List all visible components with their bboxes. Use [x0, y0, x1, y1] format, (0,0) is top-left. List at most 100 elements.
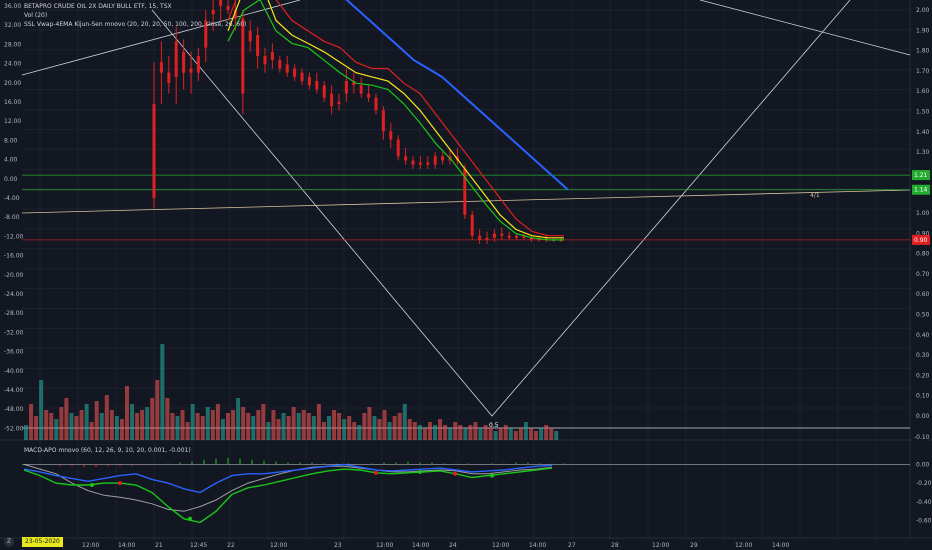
- time-axis-label: 12:45: [190, 542, 207, 549]
- candle-body: [293, 68, 297, 77]
- volume-bar: [544, 425, 549, 440]
- volume-bar: [145, 407, 150, 440]
- volume-bar: [195, 413, 200, 440]
- candle-body: [152, 104, 156, 199]
- volume-bar: [59, 407, 64, 440]
- volume-bar: [24, 425, 28, 440]
- candle-body: [307, 76, 311, 86]
- volume-bar: [296, 413, 301, 440]
- candle-body: [226, 5, 230, 10]
- volume-bar: [155, 380, 160, 440]
- candle-body: [529, 237, 533, 240]
- left-axis-label: -52.00: [4, 425, 24, 432]
- left-axis-label: 36.00: [4, 3, 21, 10]
- volume-bar: [119, 419, 124, 440]
- volume-bar: [508, 428, 513, 440]
- volume-bar: [64, 398, 69, 440]
- candle-body: [485, 237, 489, 240]
- volume-bar: [291, 407, 296, 440]
- volume-bar: [241, 407, 246, 440]
- volume-bar: [392, 416, 397, 440]
- macd-signal-dot: [118, 481, 122, 486]
- volume-bar: [387, 422, 392, 440]
- volume-bar: [503, 425, 508, 440]
- time-axis-label: 12:00: [492, 542, 509, 549]
- volume-bar: [114, 416, 119, 440]
- price-tag-label: 1.21: [914, 172, 928, 179]
- volume-bar: [205, 407, 210, 440]
- right-axis-label: 1.40: [916, 129, 930, 136]
- volume-bar: [362, 413, 367, 440]
- candle-body: [507, 235, 511, 238]
- volume-bar: [412, 422, 417, 440]
- macd-axis-label: -0.60: [916, 518, 932, 525]
- right-axis-label: 0.90: [916, 230, 930, 237]
- volume-bar: [49, 413, 54, 440]
- left-axis-label: -20.00: [4, 272, 24, 279]
- volume-bar: [89, 422, 94, 440]
- volume-bar: [554, 431, 559, 440]
- volume-bar: [301, 410, 306, 440]
- candle-body: [396, 139, 400, 157]
- time-axis-label: 12:00: [652, 542, 669, 549]
- candle-body: [182, 51, 186, 73]
- left-axis-label: -40.00: [4, 368, 24, 375]
- right-axis-label: 1.90: [916, 27, 930, 34]
- candle-body: [367, 93, 371, 98]
- volume-bar: [39, 380, 44, 440]
- left-axis-label: -12.00: [4, 233, 24, 240]
- tradingview-logo-icon[interactable]: Z: [4, 537, 14, 547]
- candle-body: [344, 81, 348, 94]
- right-axis-label: 0.50: [916, 312, 930, 319]
- time-axis-label: 14:00: [412, 542, 429, 549]
- volume-bar: [54, 419, 59, 440]
- price-tag-label: -0.10: [914, 434, 930, 441]
- price-tag: [912, 170, 930, 181]
- candle-body: [189, 68, 193, 73]
- macd-blue-line: [23, 463, 553, 494]
- time-axis-label: 12:00: [376, 542, 393, 549]
- candle-body: [233, 10, 237, 19]
- candle-body: [381, 110, 385, 132]
- volume-bar: [74, 416, 79, 440]
- ssl-legend[interactable]: SSL Vwap-4EMA Kijun-Sen mnovo (20, 20, 2…: [24, 21, 247, 28]
- volume-bar: [417, 425, 422, 440]
- candle-body: [500, 233, 504, 236]
- volume-bar: [109, 410, 114, 440]
- volume-bar: [321, 422, 326, 440]
- volume-bar: [529, 428, 533, 440]
- left-axis-label: 20.00: [4, 80, 21, 87]
- chart-title: BETAPRO CRUDE OIL 2X DAILY BULL ETF, 15,…: [24, 3, 172, 10]
- candle-body: [478, 235, 482, 240]
- volume-bar: [130, 404, 135, 440]
- volume-legend[interactable]: Vol (20): [24, 12, 48, 19]
- time-axis-label: 14:00: [772, 542, 789, 549]
- price-tag: [912, 184, 930, 195]
- volume-bar: [367, 407, 372, 440]
- volume-bar: [200, 416, 205, 440]
- macd-legend[interactable]: MACD-APO mnovo (60, 12, 26, 9, 10, 20, 0…: [24, 447, 191, 454]
- volume-bar: [266, 422, 271, 440]
- volume-bar: [422, 428, 427, 440]
- volume-bar: [332, 410, 337, 440]
- volume-bar: [539, 428, 544, 440]
- time-axis-label: 14:00: [529, 542, 546, 549]
- volume-bar: [190, 404, 195, 440]
- ssl-green-band: [227, 0, 564, 241]
- time-axis-label: 27: [568, 542, 576, 549]
- right-axis-label: 0.40: [916, 332, 930, 339]
- volume-bar: [468, 425, 473, 440]
- volume-bar: [215, 404, 220, 440]
- volume-bar: [443, 425, 448, 440]
- volume-bar: [256, 410, 261, 440]
- volume-bar: [99, 413, 104, 440]
- candle-body: [248, 30, 252, 42]
- macd-axis-label: -0.40: [916, 499, 932, 506]
- macd-signal-dot: [453, 471, 457, 476]
- candle-body: [404, 156, 408, 161]
- time-axis-label: 22: [227, 542, 235, 549]
- fib-half-label: 0.5: [489, 422, 499, 429]
- volume-bar: [125, 386, 129, 440]
- left-axis-label: -24.00: [4, 291, 24, 298]
